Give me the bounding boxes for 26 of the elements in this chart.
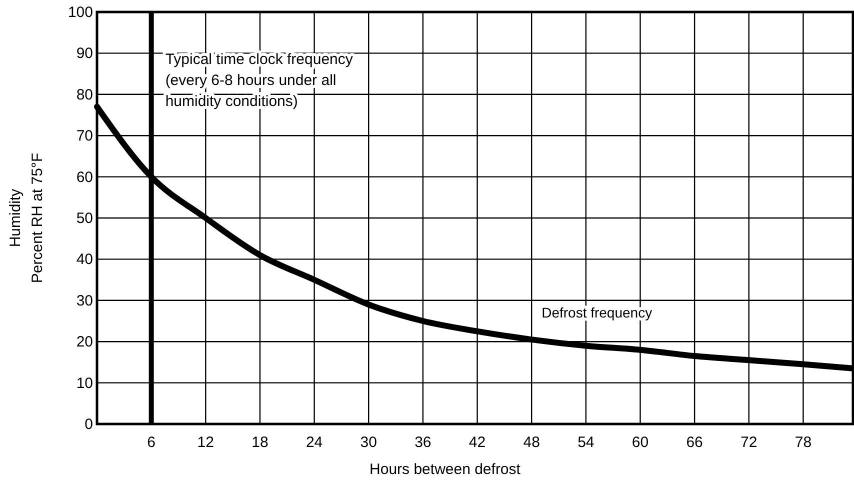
y-tick-label: 30 xyxy=(76,292,93,310)
x-tick-label: 36 xyxy=(414,434,432,451)
x-tick-label: 12 xyxy=(197,434,214,451)
x-tick-label: 6 xyxy=(147,434,156,451)
x-tick-label: 54 xyxy=(578,434,594,451)
y-tick-label: 0 xyxy=(84,416,93,433)
y-tick-label: 90 xyxy=(76,45,93,62)
x-tick-label: 42 xyxy=(468,434,486,451)
y-tick-label: 60 xyxy=(76,168,93,186)
y-tick-label: 70 xyxy=(76,128,93,145)
x-tick-label: 72 xyxy=(740,434,758,451)
x-tick-label: 48 xyxy=(523,434,540,451)
x-tick-label: 78 xyxy=(794,434,812,451)
x-tick-label: 60 xyxy=(632,434,649,451)
x-axis-title: Hours between defrost xyxy=(370,461,522,478)
y-tick-label: 80 xyxy=(76,86,93,104)
x-tick-label: 18 xyxy=(252,434,268,451)
y-tick-label: 50 xyxy=(76,210,93,227)
y-tick-label: 20 xyxy=(76,334,93,351)
x-tick-label: 30 xyxy=(360,434,377,451)
x-tick-label: 66 xyxy=(686,434,703,451)
y-tick-label: 40 xyxy=(76,251,93,268)
x-tick-label: 24 xyxy=(306,434,323,451)
y-tick-label: 100 xyxy=(68,4,93,21)
y-axis-title: Humidity Percent RH at 75°F xyxy=(7,152,46,284)
y-tick-label: 10 xyxy=(76,374,93,392)
